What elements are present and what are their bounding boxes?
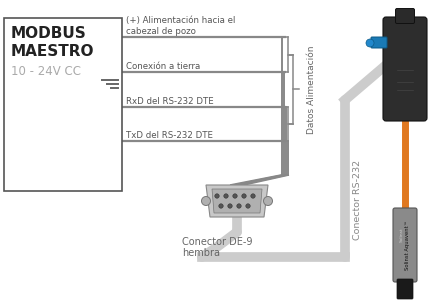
Circle shape <box>215 194 219 198</box>
Text: MAESTRO: MAESTRO <box>11 44 94 59</box>
Circle shape <box>228 204 232 208</box>
Text: TxD del RS-232 DTE: TxD del RS-232 DTE <box>126 131 213 140</box>
FancyBboxPatch shape <box>397 279 413 299</box>
Circle shape <box>264 197 273 205</box>
Text: Solinst: Solinst <box>400 228 404 242</box>
Circle shape <box>251 194 255 198</box>
Circle shape <box>366 39 374 47</box>
Circle shape <box>233 194 237 198</box>
Polygon shape <box>206 185 268 217</box>
FancyBboxPatch shape <box>371 37 387 48</box>
FancyBboxPatch shape <box>383 17 427 121</box>
Text: MODBUS: MODBUS <box>11 26 87 41</box>
Text: Conexión a tierra: Conexión a tierra <box>126 62 200 71</box>
Circle shape <box>246 204 250 208</box>
Text: RxD del RS-232 DTE: RxD del RS-232 DTE <box>126 97 214 106</box>
Circle shape <box>219 204 223 208</box>
Text: Conector RS-232: Conector RS-232 <box>354 160 363 240</box>
Text: Conector DE-9: Conector DE-9 <box>182 237 253 247</box>
Circle shape <box>242 194 246 198</box>
Polygon shape <box>212 189 262 213</box>
Text: (+) Alimentación hacia el
cabezal de pozo: (+) Alimentación hacia el cabezal de poz… <box>126 16 235 36</box>
Text: Solinst Aquavent™: Solinst Aquavent™ <box>404 220 410 270</box>
FancyBboxPatch shape <box>396 8 415 24</box>
Bar <box>4 18 122 191</box>
Circle shape <box>202 197 210 205</box>
Text: Datos Alimentación: Datos Alimentación <box>306 45 315 134</box>
Text: hembra: hembra <box>182 248 220 258</box>
Circle shape <box>224 194 228 198</box>
Circle shape <box>237 204 241 208</box>
FancyBboxPatch shape <box>393 208 417 282</box>
Text: 10 - 24V CC: 10 - 24V CC <box>11 65 81 78</box>
